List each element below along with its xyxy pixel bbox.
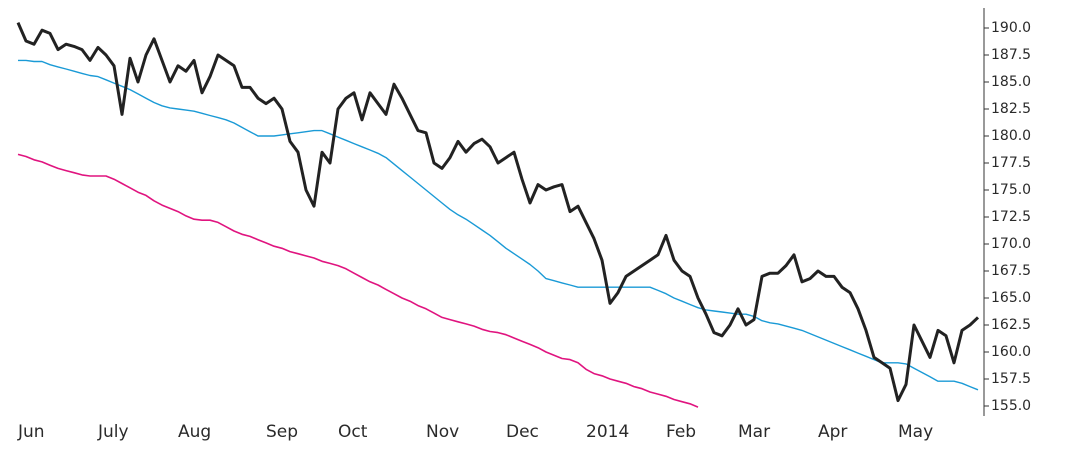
y-tick-label: 182.5 xyxy=(991,101,1031,117)
y-tick-label: 180.0 xyxy=(991,128,1031,144)
y-tick-label: 190.0 xyxy=(991,20,1031,36)
x-tick-label: Dec xyxy=(506,422,539,442)
x-tick-label: 2014 xyxy=(586,422,629,442)
y-tick-label: 155.0 xyxy=(991,398,1031,414)
x-tick-label: Mar xyxy=(738,422,770,442)
price-line xyxy=(18,59,979,391)
y-tick-label: 170.0 xyxy=(991,236,1031,252)
y-tick-label: 185.0 xyxy=(991,74,1031,90)
x-tick-label: July xyxy=(97,422,129,442)
x-tick-label: Sep xyxy=(266,422,298,442)
x-tick-label: Feb xyxy=(666,422,696,442)
price-line xyxy=(17,153,699,408)
x-tick-label: Oct xyxy=(338,422,368,442)
x-tick-label: Nov xyxy=(426,422,459,442)
y-tick-label: 160.0 xyxy=(991,344,1031,360)
y-tick-label: 165.0 xyxy=(991,290,1031,306)
y-tick-label: 177.5 xyxy=(991,155,1031,171)
x-tick-label: Apr xyxy=(818,422,847,442)
y-tick-label: 172.5 xyxy=(991,209,1031,225)
y-tick-label: 162.5 xyxy=(991,317,1031,333)
price-line xyxy=(16,22,980,403)
y-tick-label: 187.5 xyxy=(991,47,1031,63)
x-tick-label: Jun xyxy=(17,422,45,442)
y-tick-label: 167.5 xyxy=(991,263,1031,279)
x-tick-label: Aug xyxy=(178,422,211,442)
y-tick-label: 157.5 xyxy=(991,371,1031,387)
x-tick-label: May xyxy=(898,422,933,442)
y-tick-label: 175.0 xyxy=(991,182,1031,198)
